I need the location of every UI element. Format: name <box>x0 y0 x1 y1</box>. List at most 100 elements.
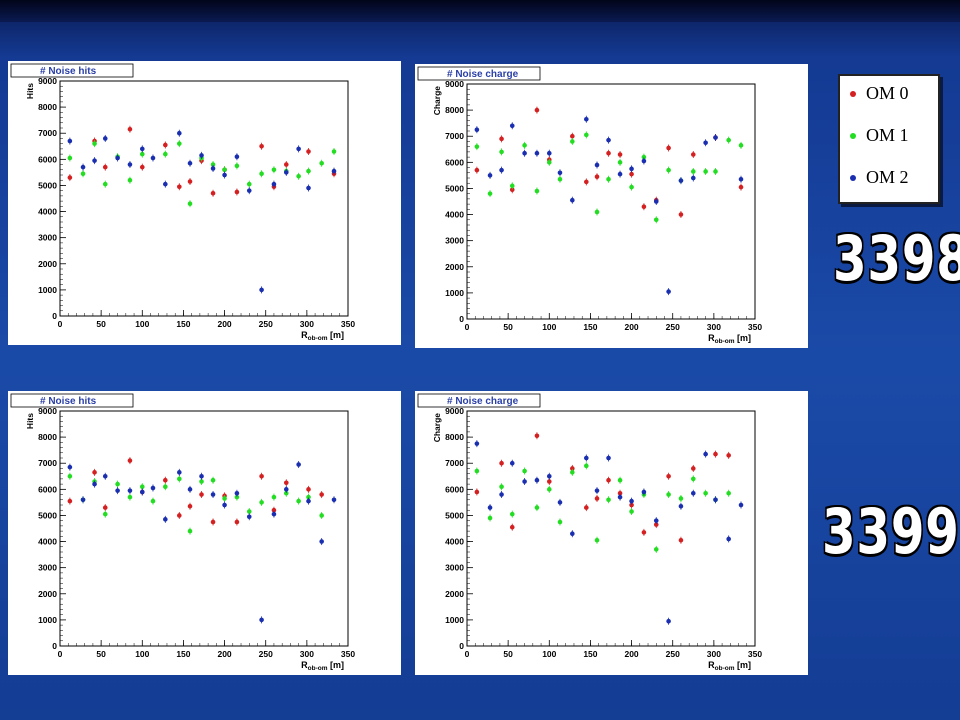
x-tick-label: 50 <box>96 649 106 659</box>
y-tick-label: 4000 <box>38 207 57 217</box>
x-tick-label: 50 <box>503 649 513 659</box>
chart-svg-2: # Noise hits0100020003000400050006000700… <box>10 393 355 672</box>
data-point-om1 <box>127 177 133 183</box>
data-point-om2 <box>306 498 311 504</box>
y-axis-label: Charge <box>432 86 442 116</box>
y-tick-label: 5000 <box>38 180 57 190</box>
data-point-om2 <box>703 451 708 457</box>
data-point-om2 <box>92 481 97 487</box>
data-point-om2 <box>594 162 600 168</box>
data-point-om2 <box>80 497 86 503</box>
data-point-om0 <box>259 143 264 149</box>
data-point-om1 <box>474 144 480 149</box>
data-point-om2 <box>690 490 696 496</box>
data-point-om2 <box>522 479 527 484</box>
data-point-om1 <box>546 160 552 165</box>
data-point-om2 <box>546 150 552 156</box>
data-point-om0 <box>546 479 552 484</box>
y-tick-label: 6000 <box>445 157 464 167</box>
data-point-om1 <box>594 537 600 543</box>
data-point-om0 <box>187 179 193 184</box>
y-tick-label: 0 <box>459 314 464 324</box>
data-point-om0 <box>127 127 133 132</box>
data-point-om2 <box>629 498 634 504</box>
data-point-om2 <box>222 502 227 508</box>
data-point-om2 <box>703 140 708 146</box>
y-tick-label: 3000 <box>445 236 464 246</box>
data-point-om1 <box>331 149 337 154</box>
x-tick-label: 300 <box>300 319 314 329</box>
x-tick-label: 200 <box>217 649 231 659</box>
y-tick-label: 4000 <box>445 210 464 220</box>
data-point-om0 <box>102 164 108 170</box>
y-tick-label: 9000 <box>445 406 464 416</box>
y-tick-label: 7000 <box>445 131 464 141</box>
y-tick-label: 0 <box>52 311 57 321</box>
data-point-om2 <box>187 160 193 166</box>
data-point-om1 <box>234 163 240 169</box>
y-tick-label: 1000 <box>38 285 57 295</box>
data-point-om2 <box>187 487 193 492</box>
data-point-om1 <box>271 167 277 173</box>
data-point-om2 <box>474 127 480 132</box>
data-point-om0 <box>606 150 611 156</box>
x-tick-label: 150 <box>176 649 190 659</box>
data-point-om1 <box>653 217 659 223</box>
data-point-om2 <box>713 497 718 503</box>
legend-marker-om1 <box>850 132 856 139</box>
y-tick-label: 4000 <box>445 537 464 547</box>
y-tick-label: 3000 <box>38 233 57 243</box>
data-point-om2 <box>509 123 515 129</box>
run-number-2: 33991 <box>822 495 960 568</box>
data-point-om0 <box>259 473 264 479</box>
data-point-om2 <box>296 462 301 467</box>
data-point-om0 <box>584 179 589 185</box>
data-point-om2 <box>629 166 634 172</box>
chart-panel-hits-run-2: # Noise hits 0 1000 2000 3000 4000 5000 6000 700… <box>8 391 401 675</box>
data-point-om2 <box>67 464 73 470</box>
data-point-om0 <box>187 504 193 509</box>
legend-marker-om0 <box>850 90 856 97</box>
y-tick-label: 3000 <box>445 563 464 573</box>
data-point-om2 <box>163 181 168 187</box>
data-point-om1 <box>306 494 311 500</box>
x-tick-label: 250 <box>666 322 680 332</box>
legend-marker-om2 <box>850 174 856 181</box>
data-point-om2 <box>139 489 145 495</box>
data-point-om2 <box>271 181 277 187</box>
chart-title: # Noise hits <box>40 66 97 77</box>
data-point-om0 <box>641 204 647 210</box>
data-point-om2 <box>80 164 86 170</box>
y-tick-label: 8000 <box>38 102 57 112</box>
data-point-om2 <box>127 162 133 167</box>
x-tick-label: 100 <box>135 319 149 329</box>
x-tick-label: 100 <box>542 322 556 332</box>
x-tick-label: 200 <box>624 322 638 332</box>
data-point-om0 <box>666 473 671 479</box>
data-point-om2 <box>115 488 120 493</box>
data-point-om2 <box>594 488 600 493</box>
data-point-om1 <box>306 168 311 174</box>
x-tick-label: 100 <box>542 649 556 659</box>
y-tick-label: 1000 <box>38 615 57 625</box>
x-tick-label: 350 <box>341 649 355 659</box>
data-point-om1 <box>570 139 575 144</box>
x-tick-label: 0 <box>58 649 63 659</box>
data-point-om2 <box>690 175 696 181</box>
data-point-om2 <box>127 488 133 493</box>
y-tick-label: 8000 <box>38 432 57 442</box>
data-point-om1 <box>629 509 634 514</box>
chart-title-box <box>10 63 134 78</box>
data-point-om0 <box>499 460 504 466</box>
chart-svg-0: # Noise hits0100020003000400050006000700… <box>10 63 355 342</box>
data-point-om1 <box>259 171 264 176</box>
data-point-om2 <box>641 489 647 495</box>
data-point-om2 <box>584 116 589 122</box>
data-point-om2 <box>331 168 337 174</box>
data-point-om0 <box>570 466 575 471</box>
data-point-om2 <box>92 158 97 163</box>
chart-panel-charge-run-1: # Noise charge 0 1000 2000 3000 4000 5000 6000 7… <box>415 64 808 348</box>
x-tick-label: 350 <box>748 322 762 332</box>
data-point-om1 <box>653 547 659 552</box>
data-point-om1 <box>534 505 540 510</box>
